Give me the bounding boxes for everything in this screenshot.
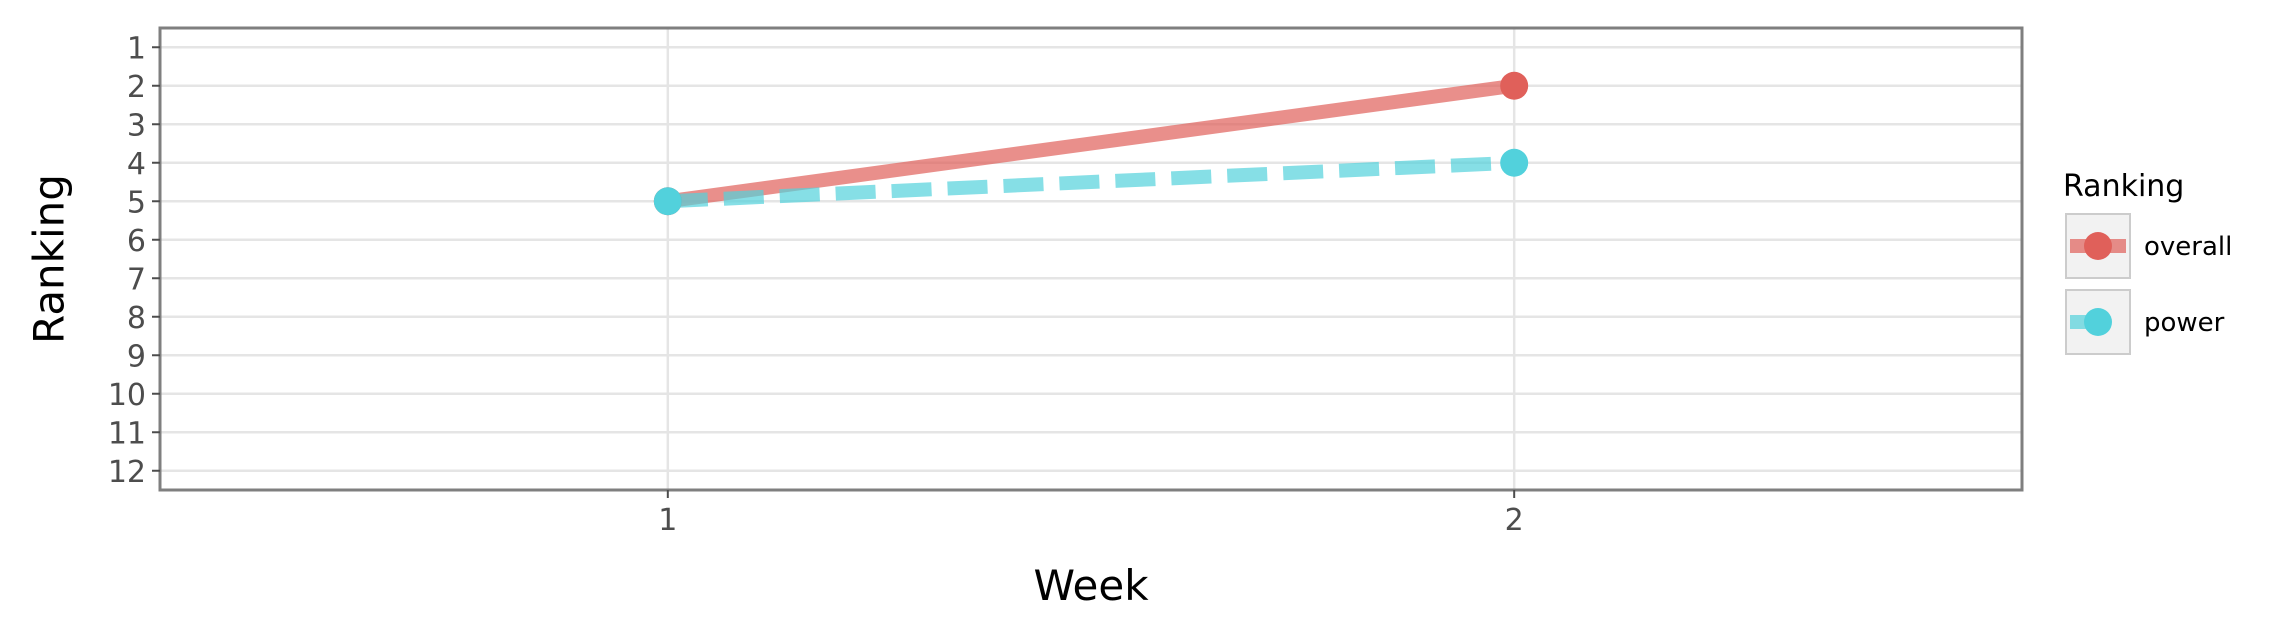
legend-label-overall: overall <box>2144 232 2232 262</box>
data-point-power <box>653 187 682 216</box>
y-tick-label: 10 <box>108 378 146 413</box>
y-tick-label: 6 <box>127 224 146 259</box>
y-axis-title: Ranking <box>25 174 74 344</box>
series-line-power <box>667 155 1515 209</box>
legend: Ranking overall power <box>2063 169 2232 355</box>
x-axis-title: Week <box>1033 561 1149 610</box>
legend-label-power: power <box>2144 308 2225 338</box>
legend-key-point-overall <box>2084 232 2112 260</box>
y-tick-label: 9 <box>127 339 146 374</box>
series-layer <box>653 71 1529 216</box>
y-tick-label: 3 <box>127 108 146 143</box>
data-point-power <box>1500 148 1529 177</box>
y-tick-label: 11 <box>108 416 146 451</box>
legend-title: Ranking <box>2063 169 2184 204</box>
series-line-overall <box>666 78 1516 209</box>
legend-key-point-power <box>2084 308 2112 336</box>
plot-panel-border <box>158 26 2024 492</box>
x-tick-label: 1 <box>658 503 677 538</box>
y-tick-label: 8 <box>127 301 146 336</box>
data-point-overall <box>1500 71 1529 100</box>
y-tick-label: 12 <box>108 455 146 490</box>
x-tick-label: 2 <box>1505 503 1524 538</box>
y-tick-label: 2 <box>127 70 146 105</box>
y-tick-label: 5 <box>127 185 146 220</box>
grid-lines <box>160 28 2022 490</box>
y-tick-label: 7 <box>127 262 146 297</box>
y-tick-label: 4 <box>127 147 146 182</box>
y-tick-label: 1 <box>127 31 146 66</box>
